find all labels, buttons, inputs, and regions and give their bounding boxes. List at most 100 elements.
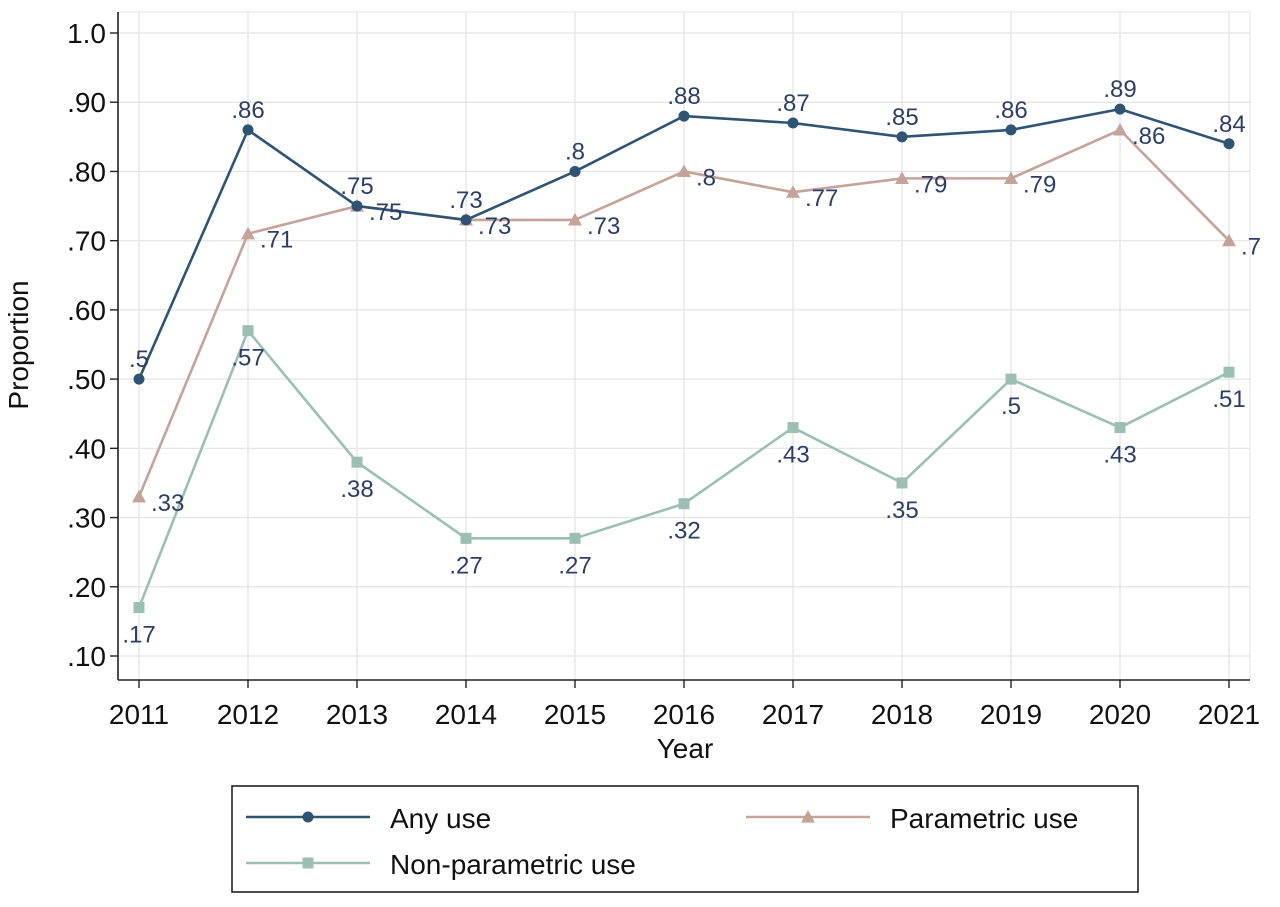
legend-box [231, 785, 1139, 893]
data-label-any-use: .86 [231, 97, 264, 124]
x-tick-label: 2013 [326, 699, 388, 730]
data-label-parametric-use: .86 [1132, 123, 1165, 150]
data-point-parametric-use [786, 185, 800, 198]
x-tick-label: 2016 [653, 699, 715, 730]
legend-label-non-parametric-use: Non-parametric use [390, 849, 636, 880]
data-point-parametric-use [677, 164, 691, 178]
x-tick-label: 2018 [871, 699, 933, 730]
data-point-any-use [1114, 103, 1126, 115]
y-tick-label: .10 [67, 641, 106, 672]
data-label-parametric-use: .73 [587, 213, 620, 240]
data-label-parametric-use: .73 [478, 213, 511, 240]
data-label-parametric-use: .71 [260, 227, 293, 254]
data-label-parametric-use: .79 [1023, 171, 1056, 198]
data-label-non-parametric-use: .43 [1103, 442, 1136, 469]
data-point-any-use [1223, 138, 1235, 150]
data-point-parametric-use [1222, 233, 1236, 247]
legend-marker-non-parametric-use [302, 857, 314, 869]
legend-label-parametric-use: Parametric use [890, 803, 1078, 834]
data-label-parametric-use: .79 [914, 171, 947, 198]
y-tick-label: .40 [67, 433, 106, 464]
data-label-any-use: .84 [1212, 111, 1245, 138]
data-label-parametric-use: .75 [369, 199, 402, 226]
data-label-parametric-use: .8 [696, 164, 716, 191]
legend-label-any-use: Any use [390, 803, 491, 834]
data-label-parametric-use: .7 [1241, 234, 1261, 261]
data-label-any-use: .89 [1103, 76, 1136, 103]
x-tick-label: 2019 [980, 699, 1042, 730]
y-tick-label: .90 [67, 87, 106, 118]
data-label-any-use: .85 [885, 104, 918, 131]
y-tick-label: .70 [67, 226, 106, 257]
data-label-any-use: .73 [449, 187, 482, 214]
data-point-any-use [460, 214, 472, 226]
data-point-parametric-use [241, 226, 255, 240]
data-point-non-parametric-use [787, 422, 799, 434]
data-point-parametric-use [568, 212, 582, 226]
data-label-parametric-use: .33 [151, 490, 184, 517]
data-point-any-use [787, 117, 799, 129]
x-tick-label: 2011 [109, 699, 169, 730]
data-point-any-use [569, 165, 581, 177]
data-point-any-use [242, 124, 254, 136]
series-layer [132, 103, 1236, 614]
x-tick-label: 2021 [1198, 699, 1260, 730]
data-label-any-use: .5 [129, 346, 149, 373]
x-tick-label: 2012 [217, 699, 279, 730]
data-point-non-parametric-use [569, 532, 581, 544]
data-point-any-use [1005, 124, 1017, 136]
data-point-any-use [896, 131, 908, 143]
data-label-any-use: .8 [565, 138, 585, 165]
data-point-non-parametric-use [242, 325, 254, 337]
x-tick-label: 2017 [762, 699, 824, 730]
data-label-non-parametric-use: .27 [558, 552, 591, 579]
data-label-non-parametric-use: .57 [231, 345, 264, 372]
grid [117, 11, 1251, 681]
data-labels: .5 .86 .75 .73 .8 .88 .87 .85 .86 .89 .84 .33 .71 .75… [122, 76, 1261, 648]
data-label-non-parametric-use: .32 [667, 518, 700, 545]
x-axis-ticks: 2011 2012 2013 2014 2015 2016 2017 2018 2019 2020… [109, 680, 1260, 730]
data-point-parametric-use [895, 171, 909, 184]
legend-marker-any-use [302, 811, 314, 823]
data-label-any-use: .88 [667, 83, 700, 110]
data-label-any-use: .75 [340, 173, 373, 200]
x-tick-label: 2014 [435, 699, 497, 730]
y-axis-label: Proportion [3, 280, 34, 409]
data-label-non-parametric-use: .38 [340, 476, 373, 503]
data-point-non-parametric-use [1114, 422, 1126, 434]
y-tick-label: .20 [67, 572, 106, 603]
data-label-non-parametric-use: .43 [776, 442, 809, 469]
y-tick-label: .60 [67, 295, 106, 326]
x-axis-label: Year [657, 733, 714, 764]
data-label-non-parametric-use: .17 [122, 622, 155, 649]
y-tick-label: .50 [67, 364, 106, 395]
data-point-non-parametric-use [678, 498, 690, 510]
y-tick-label: .30 [67, 503, 106, 534]
data-label-parametric-use: .77 [805, 185, 838, 212]
x-tick-label: 2015 [544, 699, 606, 730]
data-point-parametric-use [1004, 171, 1018, 184]
data-label-non-parametric-use: .51 [1212, 386, 1245, 413]
data-point-non-parametric-use [1223, 366, 1235, 378]
data-point-non-parametric-use [1005, 373, 1017, 385]
legend-marker-parametric-use [801, 810, 815, 823]
data-label-non-parametric-use: .35 [885, 497, 918, 524]
data-label-any-use: .87 [776, 90, 809, 117]
data-point-non-parametric-use [351, 456, 363, 468]
data-point-non-parametric-use [896, 477, 908, 489]
data-label-any-use: .86 [994, 97, 1027, 124]
legend: Any use Parametric use Non-parametric use [231, 785, 1139, 893]
data-point-parametric-use [132, 489, 146, 503]
y-tick-label: .80 [67, 156, 106, 187]
data-label-non-parametric-use: .5 [1001, 393, 1021, 420]
data-point-any-use [133, 373, 145, 385]
data-label-non-parametric-use: .27 [449, 552, 482, 579]
data-point-any-use [678, 110, 690, 122]
data-point-non-parametric-use [460, 532, 472, 544]
x-tick-label: 2020 [1089, 699, 1151, 730]
data-point-parametric-use [1113, 122, 1127, 136]
y-axis-ticks: 1.0 .90 .80 .70 .60 .50 .40 .30 .20 .10 [67, 18, 118, 672]
y-tick-label: 1.0 [67, 18, 106, 49]
data-point-non-parametric-use [133, 602, 145, 614]
